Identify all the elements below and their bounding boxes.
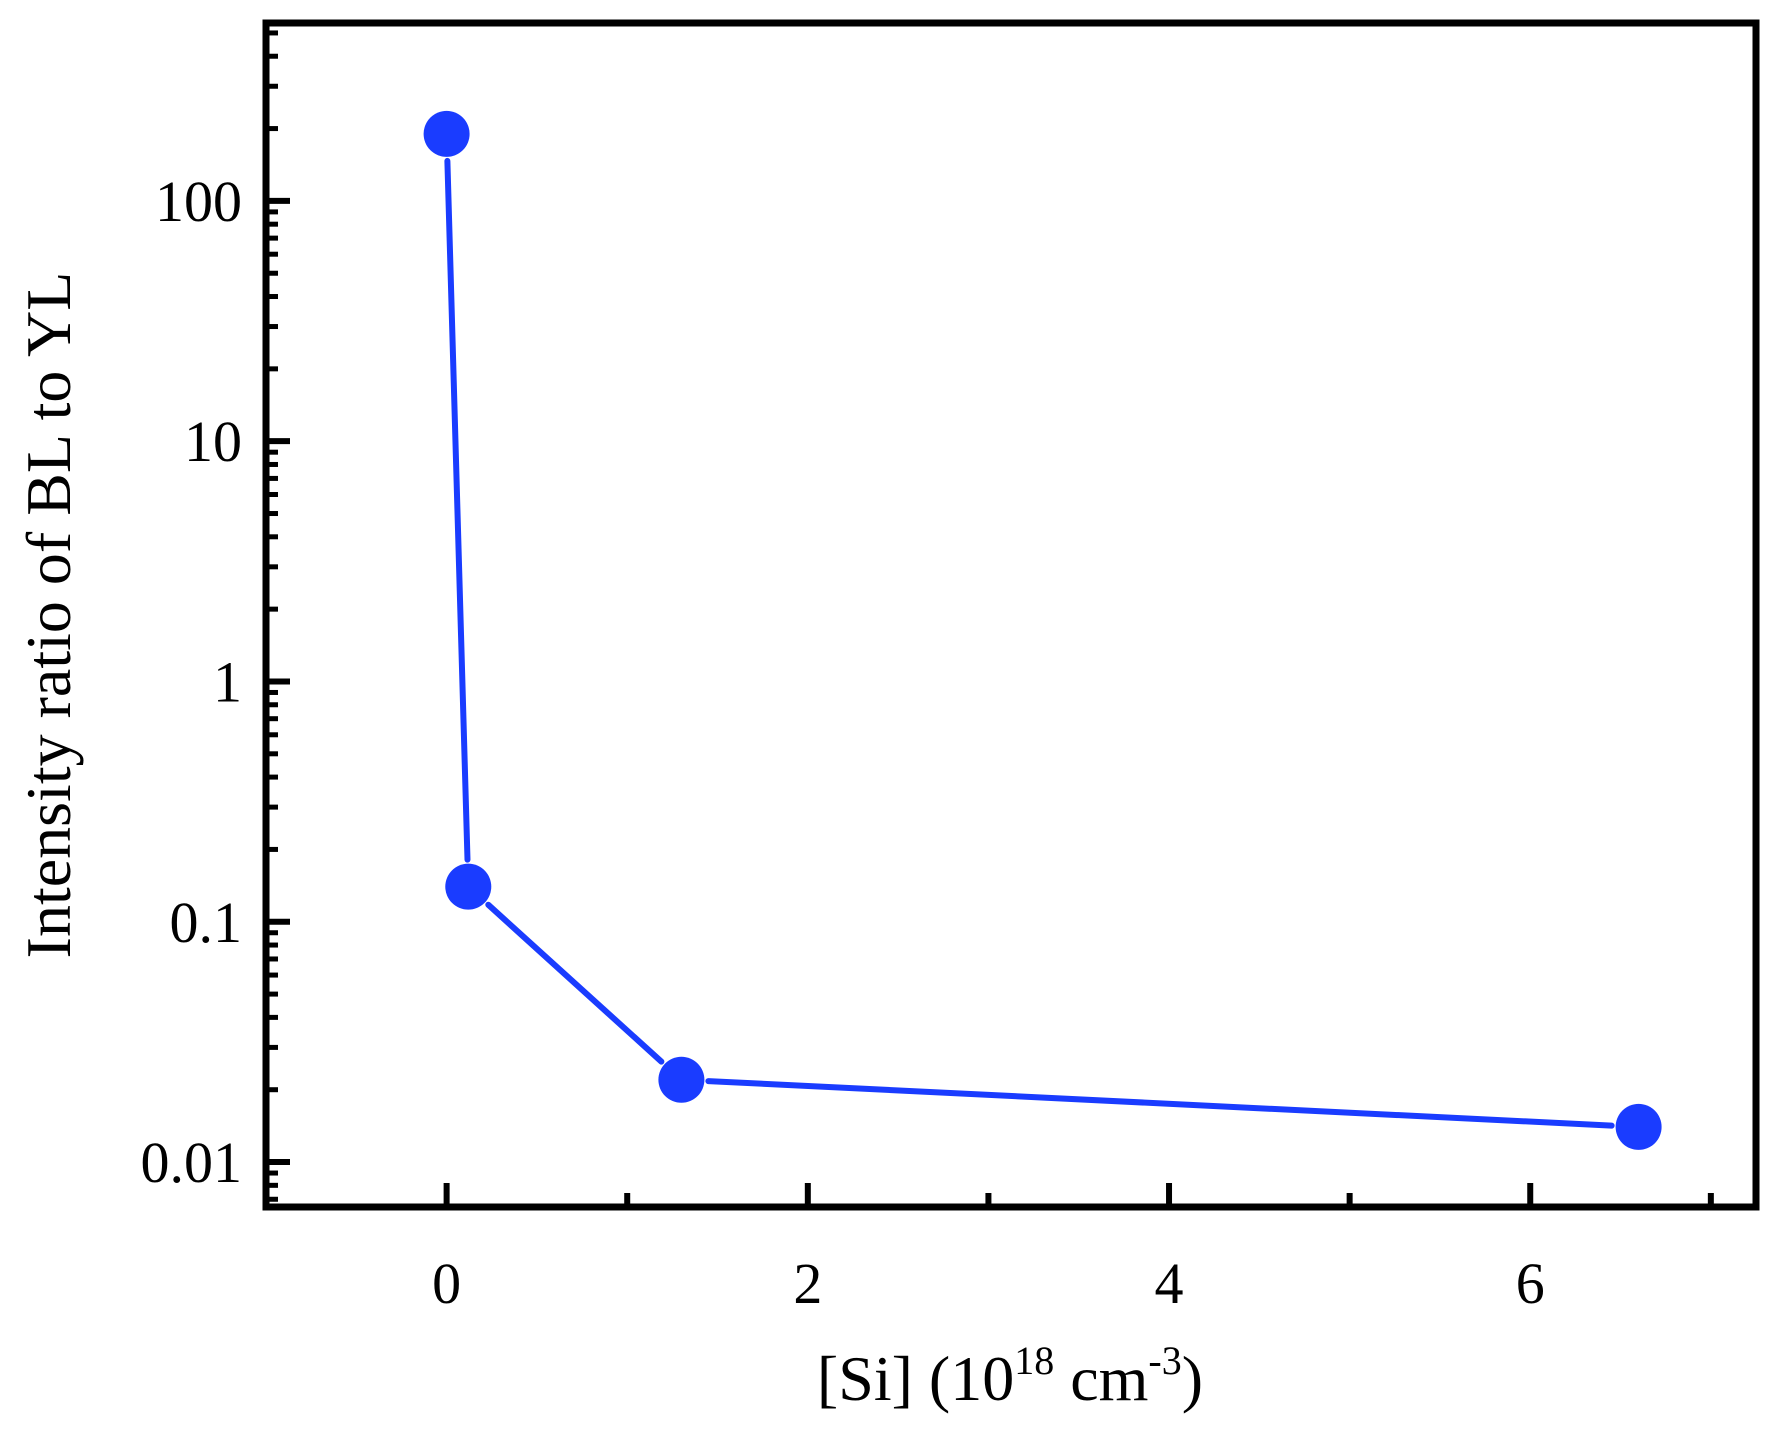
data-point	[1615, 1103, 1662, 1150]
y-tick-label: 100	[155, 169, 242, 234]
data-point	[423, 110, 470, 157]
x-axis-title-sup2: -3	[1148, 1338, 1181, 1383]
y-tick-label: 0.01	[141, 1130, 243, 1195]
tick-labels: 0 2 4 6 0.01 0.1 1 10 100	[141, 169, 1545, 1316]
series-points	[423, 110, 1662, 1150]
series-line-segment	[444, 157, 471, 863]
minor-ticks	[266, 30, 1714, 1207]
x-axis-title: [Si] (1018 cm-3)	[817, 1338, 1203, 1414]
plot-frame	[262, 19, 1760, 1211]
x-axis-title-mid: cm	[1054, 1343, 1148, 1414]
series-lines	[444, 157, 1615, 1129]
major-ticks	[266, 197, 1534, 1207]
x-axis-title-post: )	[1182, 1343, 1203, 1414]
x-tick-label: 6	[1516, 1251, 1545, 1316]
data-point	[445, 863, 492, 910]
y-axis-title: Intensity ratio of BL to YL	[13, 272, 84, 959]
y-tick-label: 1	[213, 649, 242, 714]
series-line-segment	[705, 1078, 1615, 1129]
x-tick-label: 0	[432, 1251, 461, 1316]
x-axis-title-sup1: 18	[1014, 1338, 1054, 1383]
data-point	[658, 1056, 705, 1103]
y-tick-label: 0.1	[170, 890, 243, 955]
x-tick-label: 4	[1155, 1251, 1184, 1316]
x-axis-title-pre: [Si] (10	[817, 1343, 1014, 1414]
x-tick-label: 2	[793, 1251, 822, 1316]
y-tick-label: 10	[184, 409, 242, 474]
series-line-segment	[485, 901, 665, 1065]
